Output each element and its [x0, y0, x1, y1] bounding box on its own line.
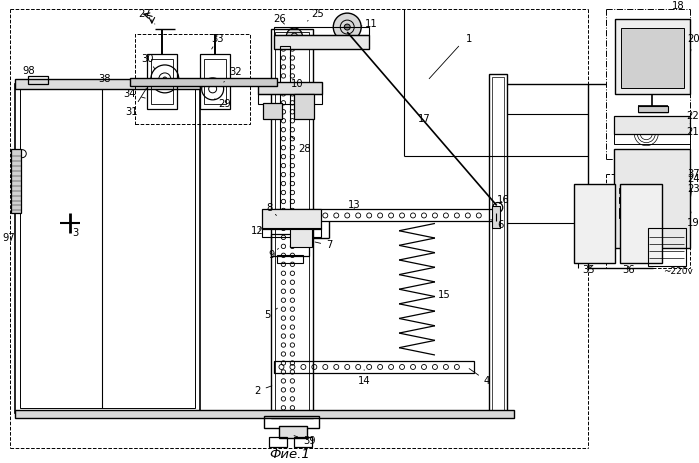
Bar: [263, 103, 282, 119]
Bar: [614, 134, 690, 144]
Text: 30: 30: [142, 54, 155, 69]
Text: 14: 14: [358, 370, 370, 386]
Text: 26: 26: [273, 14, 286, 24]
Text: 22: 22: [686, 111, 699, 124]
Bar: [200, 54, 229, 109]
Text: 98: 98: [22, 66, 34, 76]
Text: 29: 29: [215, 99, 231, 109]
Bar: [648, 228, 686, 266]
Text: 35: 35: [582, 265, 595, 275]
Text: 28: 28: [291, 136, 310, 154]
Bar: [290, 229, 312, 247]
Bar: [261, 209, 322, 229]
Text: 2: 2: [254, 386, 272, 396]
Text: 3: 3: [72, 228, 78, 238]
Bar: [619, 208, 641, 219]
Bar: [280, 426, 308, 438]
Text: 6: 6: [491, 219, 504, 231]
Text: 23: 23: [687, 183, 699, 194]
Text: 19: 19: [686, 211, 699, 228]
Bar: [492, 77, 504, 410]
Text: 9: 9: [268, 248, 278, 260]
Text: 39: 39: [294, 436, 316, 446]
Bar: [15, 410, 514, 418]
Text: 34: 34: [124, 89, 145, 99]
Bar: [492, 206, 500, 228]
Bar: [130, 78, 278, 86]
Text: ~220v: ~220v: [663, 267, 693, 276]
Text: 25: 25: [308, 9, 324, 21]
Bar: [620, 183, 662, 263]
Bar: [147, 54, 177, 109]
Circle shape: [287, 28, 303, 44]
Bar: [264, 416, 319, 428]
Text: 4: 4: [469, 369, 490, 386]
Bar: [489, 74, 507, 413]
Text: 8: 8: [266, 203, 277, 215]
Bar: [573, 183, 615, 263]
Text: 17: 17: [417, 114, 431, 124]
Bar: [261, 228, 322, 238]
Text: 31: 31: [126, 88, 146, 117]
Circle shape: [333, 13, 361, 41]
Text: 11: 11: [361, 19, 377, 29]
Text: 18: 18: [672, 1, 684, 11]
Text: 97: 97: [2, 233, 15, 244]
Bar: [619, 188, 641, 193]
Bar: [638, 106, 668, 112]
Bar: [294, 94, 315, 119]
Text: Фие.1: Фие.1: [269, 448, 310, 461]
Bar: [294, 437, 312, 447]
Text: 1: 1: [466, 34, 472, 44]
Bar: [275, 209, 493, 221]
Text: 5: 5: [264, 308, 278, 320]
Text: 13: 13: [348, 200, 361, 211]
Text: 10: 10: [291, 79, 303, 89]
Bar: [271, 234, 310, 257]
Bar: [15, 84, 200, 413]
Text: 12: 12: [251, 226, 264, 237]
Circle shape: [344, 24, 350, 30]
Bar: [619, 196, 641, 204]
Bar: [151, 59, 173, 104]
Bar: [135, 34, 250, 124]
Circle shape: [163, 77, 167, 81]
Bar: [15, 79, 200, 89]
Text: 24: 24: [687, 174, 699, 198]
Bar: [278, 255, 303, 263]
Text: 20: 20: [687, 34, 699, 51]
Bar: [275, 32, 310, 415]
Bar: [614, 149, 690, 248]
Text: 16: 16: [498, 194, 510, 205]
Bar: [275, 27, 369, 35]
Bar: [257, 94, 322, 104]
Bar: [20, 89, 195, 408]
Bar: [280, 46, 290, 224]
Bar: [615, 19, 690, 94]
Bar: [275, 35, 369, 49]
Bar: [271, 29, 313, 418]
Text: 38: 38: [99, 74, 111, 84]
Text: 21: 21: [686, 127, 699, 137]
Bar: [11, 149, 21, 213]
Bar: [270, 437, 287, 447]
Bar: [203, 59, 226, 104]
Text: 27: 27: [138, 9, 155, 24]
Text: 32: 32: [224, 67, 242, 82]
Text: 33: 33: [211, 34, 224, 49]
Bar: [621, 28, 684, 88]
Text: 37: 37: [687, 169, 699, 179]
Text: 7: 7: [315, 240, 333, 250]
Text: 15: 15: [438, 290, 450, 300]
Bar: [257, 82, 322, 94]
Bar: [614, 116, 690, 134]
Bar: [275, 361, 474, 373]
Bar: [28, 76, 48, 84]
Text: 36: 36: [622, 265, 635, 275]
